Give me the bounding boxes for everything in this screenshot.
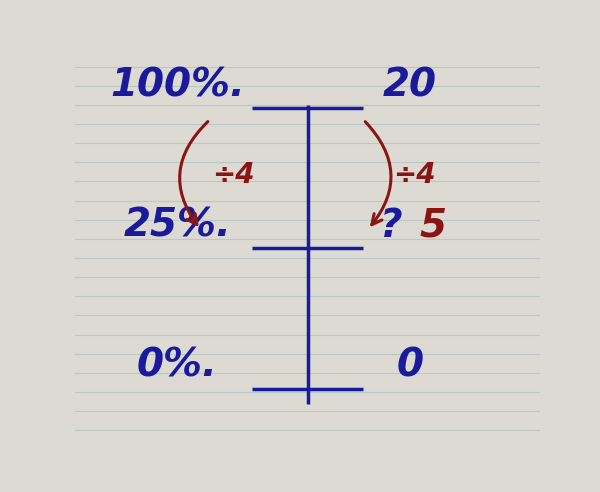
Text: ÷4: ÷4 xyxy=(212,160,254,188)
Text: ÷4: ÷4 xyxy=(393,160,436,188)
Text: 20: 20 xyxy=(383,66,437,104)
Text: ?: ? xyxy=(380,207,403,245)
Text: 0: 0 xyxy=(397,347,424,385)
Text: 0%.: 0%. xyxy=(137,347,218,385)
Text: 5: 5 xyxy=(419,207,446,245)
Text: 100%.: 100%. xyxy=(110,66,245,104)
Text: 25%.: 25%. xyxy=(124,207,231,245)
